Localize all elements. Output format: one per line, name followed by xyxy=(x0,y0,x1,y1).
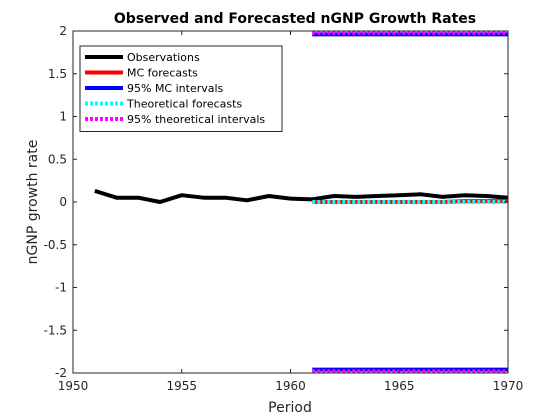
legend-label-1: MC forecasts xyxy=(127,67,198,80)
y-tick-label: 2 xyxy=(59,24,67,38)
series-line-0 xyxy=(94,188,509,204)
x-tick-label: 1960 xyxy=(275,379,306,393)
legend: Observations MC forecasts 95% MC intervals… xyxy=(79,45,283,132)
y-tick-label: -2 xyxy=(55,366,67,380)
legend-label-2: 95% MC intervals xyxy=(127,82,224,95)
x-tick-label: 1950 xyxy=(58,379,89,393)
y-tick-label: -0.5 xyxy=(44,238,67,252)
series-layer xyxy=(94,30,509,374)
x-axis-label: Period xyxy=(268,400,312,416)
y-tick-label: -1 xyxy=(55,281,67,295)
legend-label-4: 95% theoretical intervals xyxy=(127,113,265,126)
chart-title: Observed and Forecasted nGNP Growth Rate… xyxy=(114,11,476,27)
y-tick-label: 0.5 xyxy=(48,152,67,166)
x-tick-label: 1970 xyxy=(493,379,524,393)
legend-label-0: Observations xyxy=(127,51,200,64)
y-tick-label: 0 xyxy=(59,195,67,209)
y-axis-label: nGNP growth rate xyxy=(25,140,41,265)
y-tick-label: 1.5 xyxy=(48,67,67,81)
legend-label-3: Theoretical forecasts xyxy=(126,98,242,111)
axes-layer: 1950 1955 1960 1965 1970 -2 -1.5 -1 -0.5 0 0.5 1 1.5… xyxy=(44,24,524,393)
y-tick-label: -1.5 xyxy=(44,323,67,337)
x-tick-label: 1955 xyxy=(166,379,197,393)
x-tick-label: 1965 xyxy=(384,379,415,393)
y-tick-label: 1 xyxy=(59,110,67,124)
